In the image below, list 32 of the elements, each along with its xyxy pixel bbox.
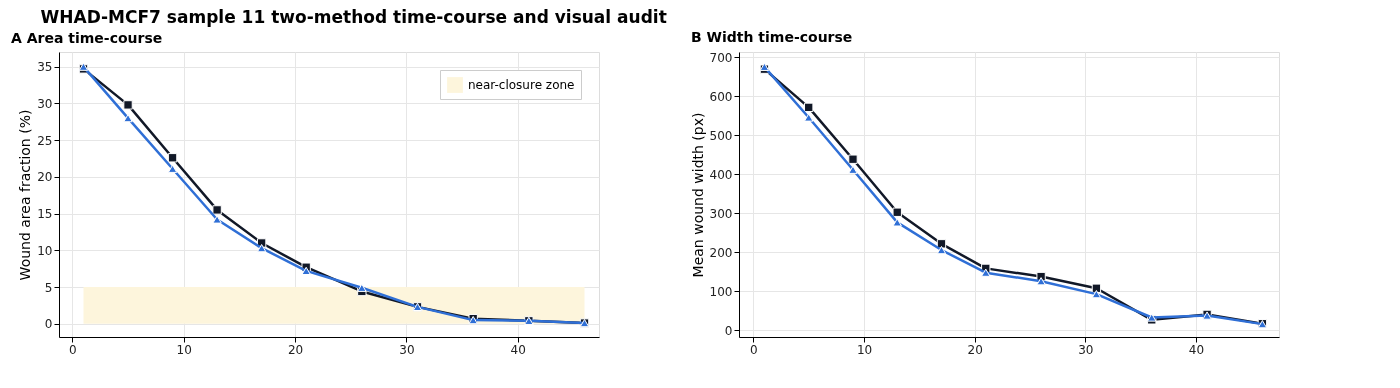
y-tick-label: 200 (709, 245, 733, 260)
x-tick-label: 20 (967, 342, 983, 357)
y-tick-label: 35 (37, 60, 53, 75)
x-tick-label: 40 (1188, 342, 1205, 357)
chart-subtitle: B Width time-course (691, 29, 853, 46)
x-tick-label: 30 (399, 342, 415, 357)
y-tick-label: 0 (44, 317, 53, 332)
y-tick-label: 30 (37, 96, 53, 111)
y-tick-label: 15 (37, 207, 53, 222)
x-tick-label: 10 (856, 342, 873, 357)
legend-label: near-closure zone (468, 78, 575, 92)
chart-subtitle: A Area time-course (11, 30, 163, 46)
y-tick-label: 20 (37, 170, 53, 185)
chart-title: WHAD-MCF7 sample 11 two-method time-course and visual audit (40, 6, 667, 27)
y-tick-label: 0 (724, 323, 733, 338)
y-tick-label: 400 (709, 167, 733, 182)
y-tick-label: 10 (37, 243, 53, 258)
x-tick-label: 30 (1078, 342, 1094, 357)
x-tick-label: 0 (750, 342, 758, 357)
y-tick-label: 25 (37, 133, 53, 148)
y-tick-label: 300 (709, 206, 733, 221)
y-tick-label: 600 (709, 89, 733, 104)
x-tick-label: 0 (69, 342, 77, 357)
y-axis-title: Mean wound width (px) (689, 112, 706, 278)
y-tick-label: 500 (709, 128, 733, 143)
y-tick-label: 5 (44, 280, 53, 295)
x-tick-label: 40 (510, 342, 526, 357)
x-tick-label: 20 (287, 342, 304, 357)
y-axis-title: Wound area fraction (%) (17, 109, 34, 281)
x-tick-label: 10 (176, 342, 192, 357)
y-tick-label: 100 (709, 284, 733, 299)
y-tick-label: 700 (709, 50, 733, 65)
